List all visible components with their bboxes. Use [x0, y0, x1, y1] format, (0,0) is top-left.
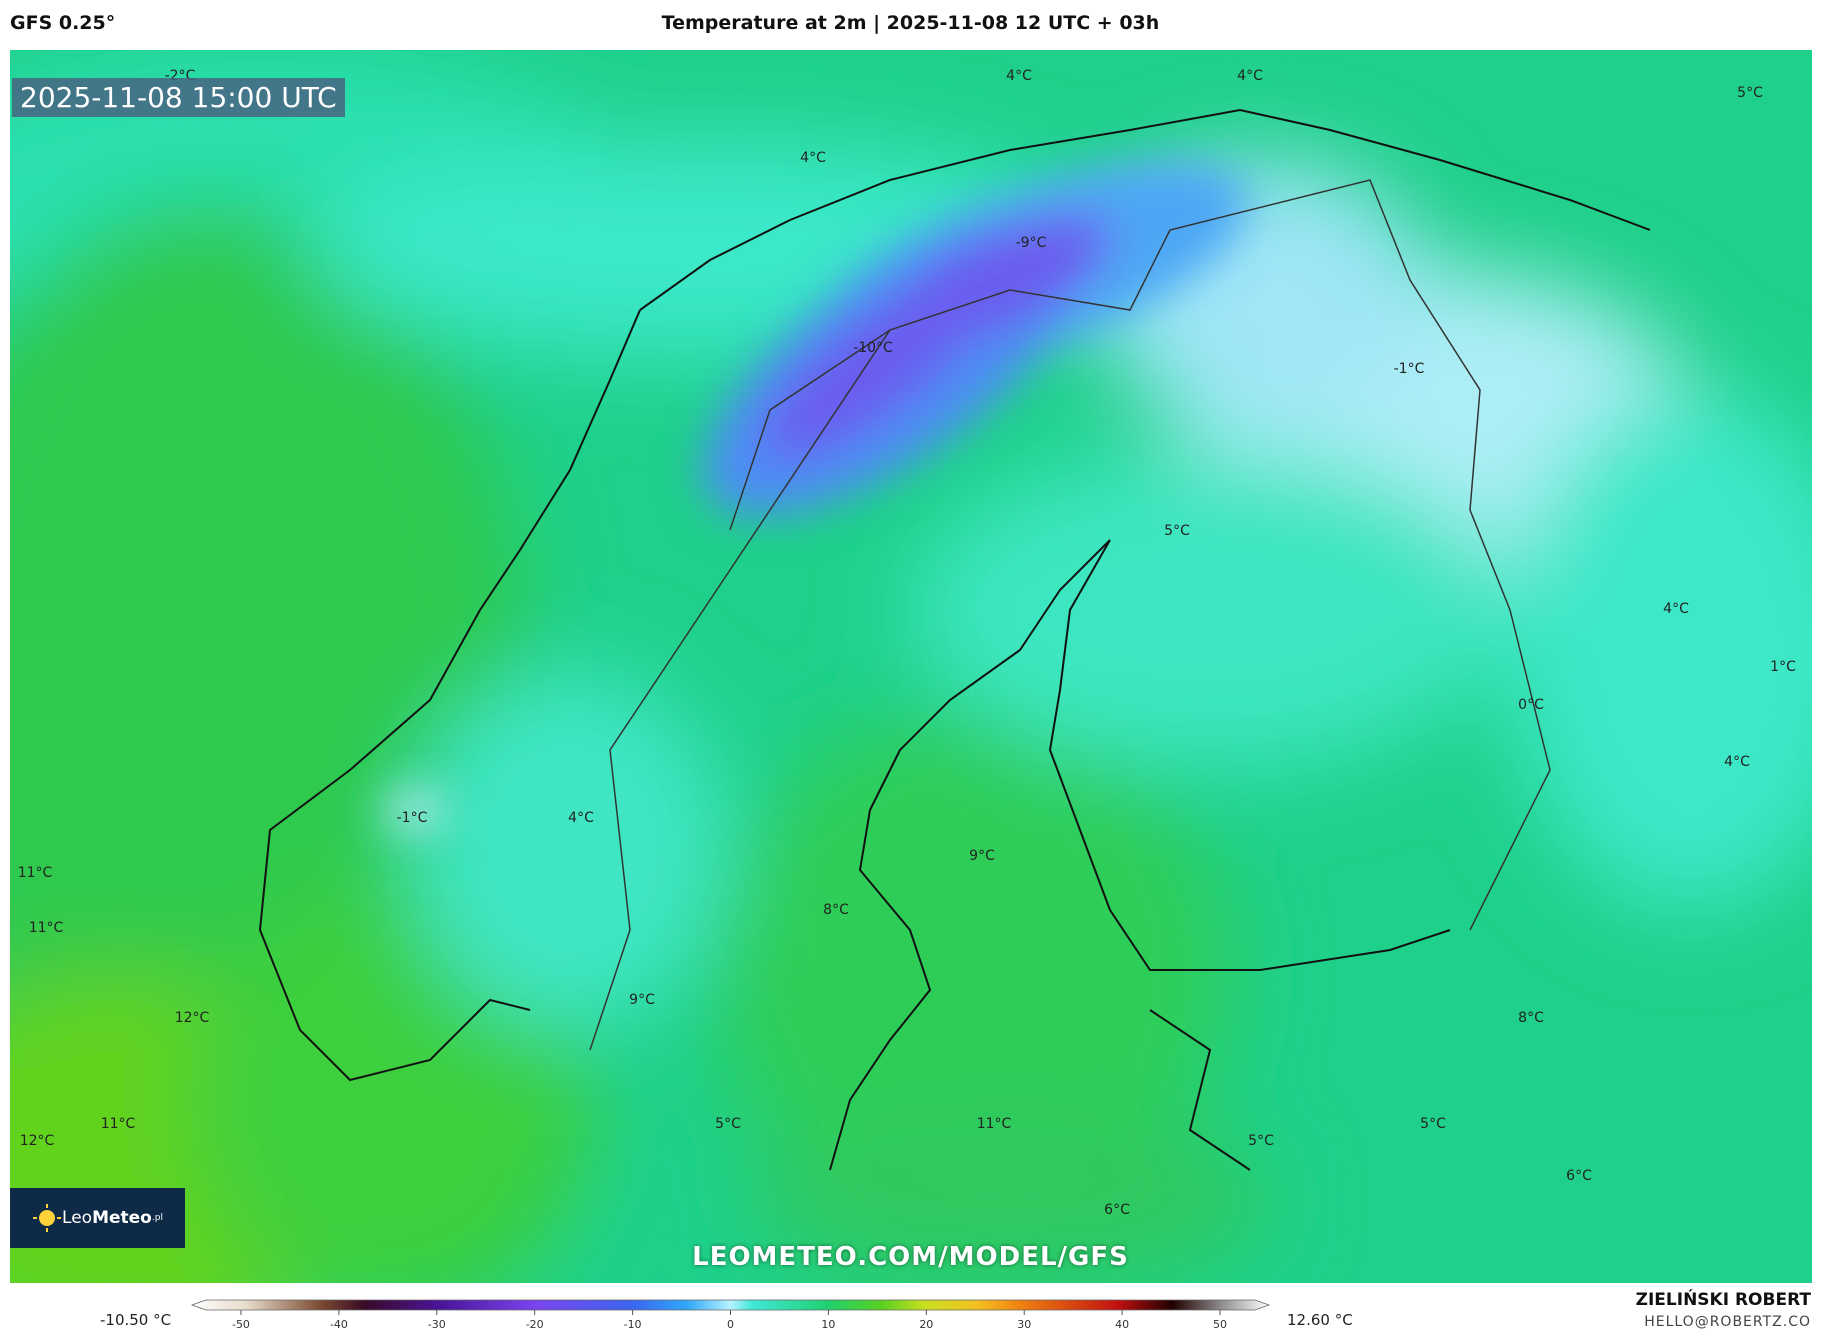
- temperature-label: 6°C: [1566, 1168, 1592, 1184]
- colorbar-tick-label: -30: [428, 1318, 446, 1331]
- temperature-label: 11°C: [29, 920, 64, 936]
- borders: [589, 179, 1551, 1051]
- temperature-field: [10, 50, 1812, 1283]
- temperature-label: 5°C: [1420, 1116, 1446, 1132]
- coastlines: [258, 108, 1651, 1171]
- temperature-label: 4°C: [1724, 754, 1750, 770]
- temperature-label: 0°C: [1518, 697, 1544, 713]
- colorbar-tick-label: 30: [1017, 1318, 1031, 1331]
- colorbar-tick-label: 40: [1115, 1318, 1129, 1331]
- colorbar-tick-label: 20: [919, 1318, 933, 1331]
- temperature-label: -10°C: [853, 340, 893, 356]
- temperature-label: -9°C: [1016, 235, 1047, 251]
- temperature-map: -2°C 4°C 4°C5°C4°C-9°C-10°C-1°C5°C4°C1°C0°…: [10, 50, 1812, 1283]
- cold-region: [385, 161, 1248, 830]
- temperature-label: 5°C: [715, 1116, 741, 1132]
- model-name: GFS 0.25°: [10, 12, 116, 34]
- logo: Leo Meteo .pl: [10, 1188, 185, 1248]
- author-name: ZIELIŃSKI ROBERT: [1635, 1290, 1811, 1310]
- temperature-label: 8°C: [823, 902, 849, 918]
- temperature-label: -1°C: [1394, 361, 1425, 377]
- colorbar-min-label: -10.50 °C: [100, 1311, 172, 1329]
- colorbar-tick-label: -40: [330, 1318, 348, 1331]
- colorbar-tick-label: -50: [232, 1318, 250, 1331]
- logo-sun: [33, 1204, 62, 1232]
- temperature-label: 12°C: [20, 1133, 55, 1149]
- temperature-label: 6°C: [1104, 1202, 1130, 1218]
- colorbar-ramp: [190, 1299, 1271, 1311]
- temperature-label: 11°C: [977, 1116, 1012, 1132]
- source-url: LEOMETEO.COM/MODEL/GFS: [692, 1242, 1129, 1272]
- temperature-label: 4°C: [1006, 68, 1032, 84]
- map-title: Temperature at 2m | 2025-11-08 12 UTC + …: [661, 12, 1160, 34]
- colorbar-tick-label: 0: [727, 1318, 734, 1331]
- colorbar-tick-label: -10: [624, 1318, 642, 1331]
- temperature-label: 5°C: [1737, 85, 1763, 101]
- colorbar-tick-label: 50: [1213, 1318, 1227, 1331]
- temperature-label: 4°C: [1663, 601, 1689, 617]
- colorbar-tick-label: 10: [821, 1318, 835, 1331]
- colorbar-max-label: 12.60 °C: [1287, 1311, 1353, 1329]
- logo-suffix: .pl: [151, 1213, 163, 1223]
- temperature-label: 5°C: [1164, 523, 1190, 539]
- colorbar-tick-label: -20: [526, 1318, 544, 1331]
- temperature-label: 9°C: [969, 848, 995, 864]
- temperature-label: 11°C: [18, 865, 53, 881]
- temperature-label: 9°C: [629, 992, 655, 1008]
- logo-brand-light: Leo: [62, 1208, 93, 1228]
- temperature-label: 11°C: [101, 1116, 136, 1132]
- author-email: HELLO@ROBERTZ.CO: [1644, 1314, 1811, 1330]
- temperature-label: 12°C: [175, 1010, 210, 1026]
- colorbar: -50 -40 -30 -20 -10 0 10 20 30 40 50: [190, 1299, 1271, 1331]
- temperature-label: 4°C: [1237, 68, 1263, 84]
- logo-brand-bold: Meteo: [92, 1208, 152, 1228]
- temperature-label: 1°C: [1770, 659, 1796, 675]
- temperature-label: 8°C: [1518, 1010, 1544, 1026]
- temperature-label: -1°C: [397, 810, 428, 826]
- temperature-label: 5°C: [1248, 1133, 1274, 1149]
- temperature-label: 4°C: [800, 150, 826, 166]
- temperature-label: 4°C: [568, 810, 594, 826]
- valid-time: 2025-11-08 15:00 UTC: [12, 78, 345, 117]
